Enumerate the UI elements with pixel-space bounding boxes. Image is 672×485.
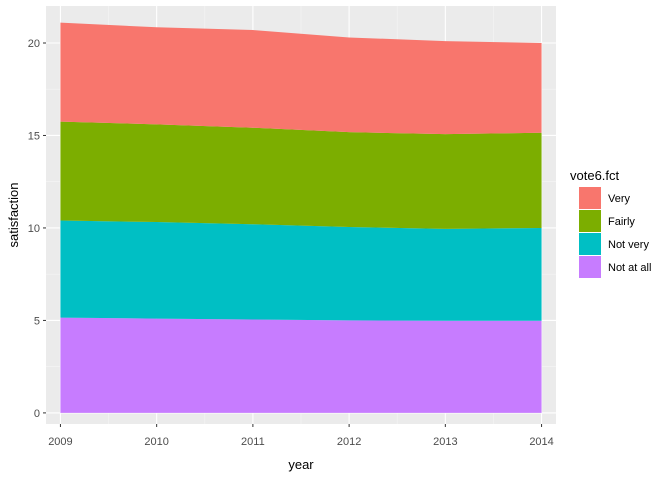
area-series — [60, 22, 542, 413]
area-very — [60, 22, 542, 135]
x-tick-label: 2014 — [529, 436, 553, 448]
legend-title: vote6.fct — [570, 168, 620, 183]
x-tick-label: 2011 — [241, 436, 265, 448]
area-fairly — [60, 121, 542, 229]
y-tick-label: 5 — [34, 315, 40, 327]
legend-label: Fairly — [608, 216, 635, 228]
legend-key — [579, 256, 601, 278]
legend-label: Very — [608, 193, 631, 205]
legend-label: Not at all — [608, 262, 651, 274]
y-tick-label: 10 — [28, 223, 40, 235]
y-tick-label: 15 — [28, 130, 40, 142]
legend-key — [579, 210, 601, 232]
y-tick-label: 20 — [28, 38, 40, 50]
legend-key — [579, 187, 601, 209]
legend-key — [579, 233, 601, 255]
area-not-very — [60, 220, 542, 321]
x-tick-label: 2009 — [48, 436, 72, 448]
x-tick-label: 2013 — [433, 436, 457, 448]
legend-label: Not very — [608, 239, 649, 251]
y-tick-label: 0 — [34, 408, 40, 420]
x-axis: 2009 2010 2011 2012 2013 2014 — [48, 424, 554, 448]
area-not-at-all — [60, 317, 542, 413]
y-axis-title: satisfaction — [6, 182, 21, 247]
x-tick-label: 2010 — [144, 436, 168, 448]
x-tick-label: 2012 — [337, 436, 361, 448]
x-axis-title: year — [288, 457, 314, 472]
legend: vote6.fct Very Fairly Not very Not at all — [570, 168, 651, 278]
y-axis: 0 5 10 15 20 — [28, 38, 46, 420]
